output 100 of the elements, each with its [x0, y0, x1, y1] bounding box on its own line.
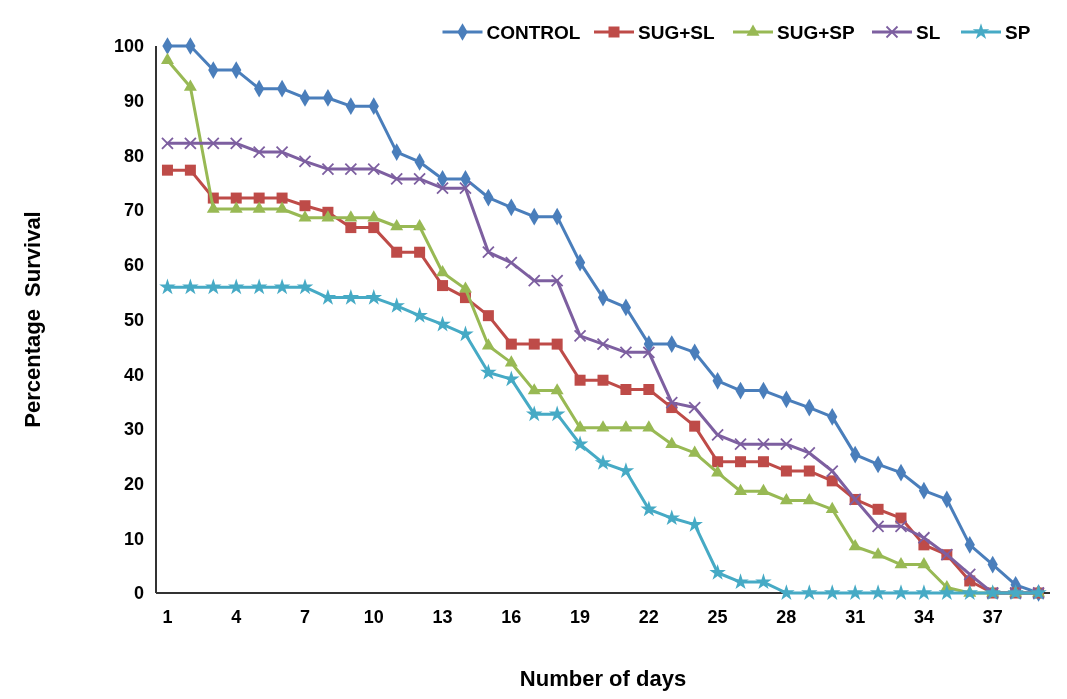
point [688, 401, 702, 414]
point [640, 500, 658, 517]
y-tick-label: 50 [123, 309, 144, 330]
point [573, 420, 587, 432]
point [252, 201, 266, 213]
point [825, 464, 839, 478]
y-tick-label: 70 [123, 200, 144, 221]
point [276, 192, 288, 204]
point [229, 201, 243, 213]
point [437, 280, 449, 292]
point [527, 274, 541, 288]
point [273, 278, 291, 295]
x-axis-title: Number of days [519, 666, 687, 691]
point [159, 278, 176, 295]
point [780, 465, 792, 477]
point [735, 456, 747, 468]
point [550, 383, 564, 395]
point [413, 219, 427, 231]
point [436, 181, 449, 195]
point [250, 278, 268, 295]
y-tick-label: 90 [123, 91, 144, 111]
x-tick-label: 7 [299, 607, 311, 627]
point [183, 79, 197, 91]
point [756, 483, 770, 495]
point [871, 519, 885, 533]
point [757, 456, 769, 468]
point [574, 374, 586, 386]
point [298, 210, 312, 222]
point [915, 584, 933, 601]
point [963, 568, 977, 581]
point [436, 264, 450, 277]
point [802, 446, 816, 460]
point [253, 192, 265, 204]
point [527, 383, 541, 395]
point [665, 396, 679, 410]
point [182, 278, 199, 295]
x-tick-label: 25 [707, 607, 728, 627]
point [869, 584, 887, 601]
point [712, 456, 724, 468]
point [161, 164, 173, 176]
point [481, 245, 495, 259]
point [299, 200, 311, 212]
point [643, 384, 655, 396]
point [755, 573, 772, 590]
point [342, 288, 360, 305]
point [321, 162, 335, 176]
point [825, 501, 839, 514]
point [344, 210, 358, 222]
x-tick-label: 19 [570, 607, 591, 627]
legend-label: SUG+SL [638, 21, 715, 43]
point [594, 454, 612, 470]
legend-label: CONTROL [486, 21, 581, 43]
point [206, 136, 220, 150]
point [275, 145, 289, 159]
point [505, 338, 517, 350]
point [413, 172, 427, 186]
point [732, 573, 749, 590]
point [548, 405, 566, 422]
point [894, 557, 908, 569]
point [597, 374, 609, 386]
point [345, 222, 357, 234]
point [871, 547, 885, 559]
point [504, 355, 518, 367]
point [296, 278, 314, 295]
point [779, 493, 793, 505]
y-tick-label: 30 [123, 419, 144, 440]
point [414, 246, 426, 258]
point [391, 246, 403, 258]
point [872, 503, 884, 515]
point [778, 584, 795, 601]
point [368, 222, 380, 234]
point [596, 337, 610, 351]
point [894, 519, 908, 533]
y-axis-title: Percentage Survival [20, 211, 45, 428]
point [938, 584, 956, 601]
point [230, 192, 242, 204]
point [160, 52, 174, 64]
point [642, 420, 656, 432]
point [757, 437, 770, 451]
x-tick-label: 37 [982, 607, 1003, 627]
legend-label: SUG+SP [777, 21, 855, 43]
y-tick-label: 80 [123, 145, 144, 166]
point [252, 145, 266, 159]
point [711, 465, 725, 477]
x-tick-label: 16 [501, 607, 522, 627]
point [551, 338, 563, 350]
point [459, 181, 472, 195]
point [434, 315, 451, 332]
point [390, 172, 404, 186]
point [528, 338, 540, 350]
point [365, 288, 383, 305]
point [688, 445, 702, 457]
x-tick-label: 31 [845, 607, 866, 627]
y-tick-label: 60 [123, 255, 144, 276]
point [823, 584, 841, 601]
point [457, 325, 474, 342]
point [573, 329, 587, 343]
point [917, 557, 931, 569]
point [846, 584, 864, 601]
point [319, 288, 337, 305]
